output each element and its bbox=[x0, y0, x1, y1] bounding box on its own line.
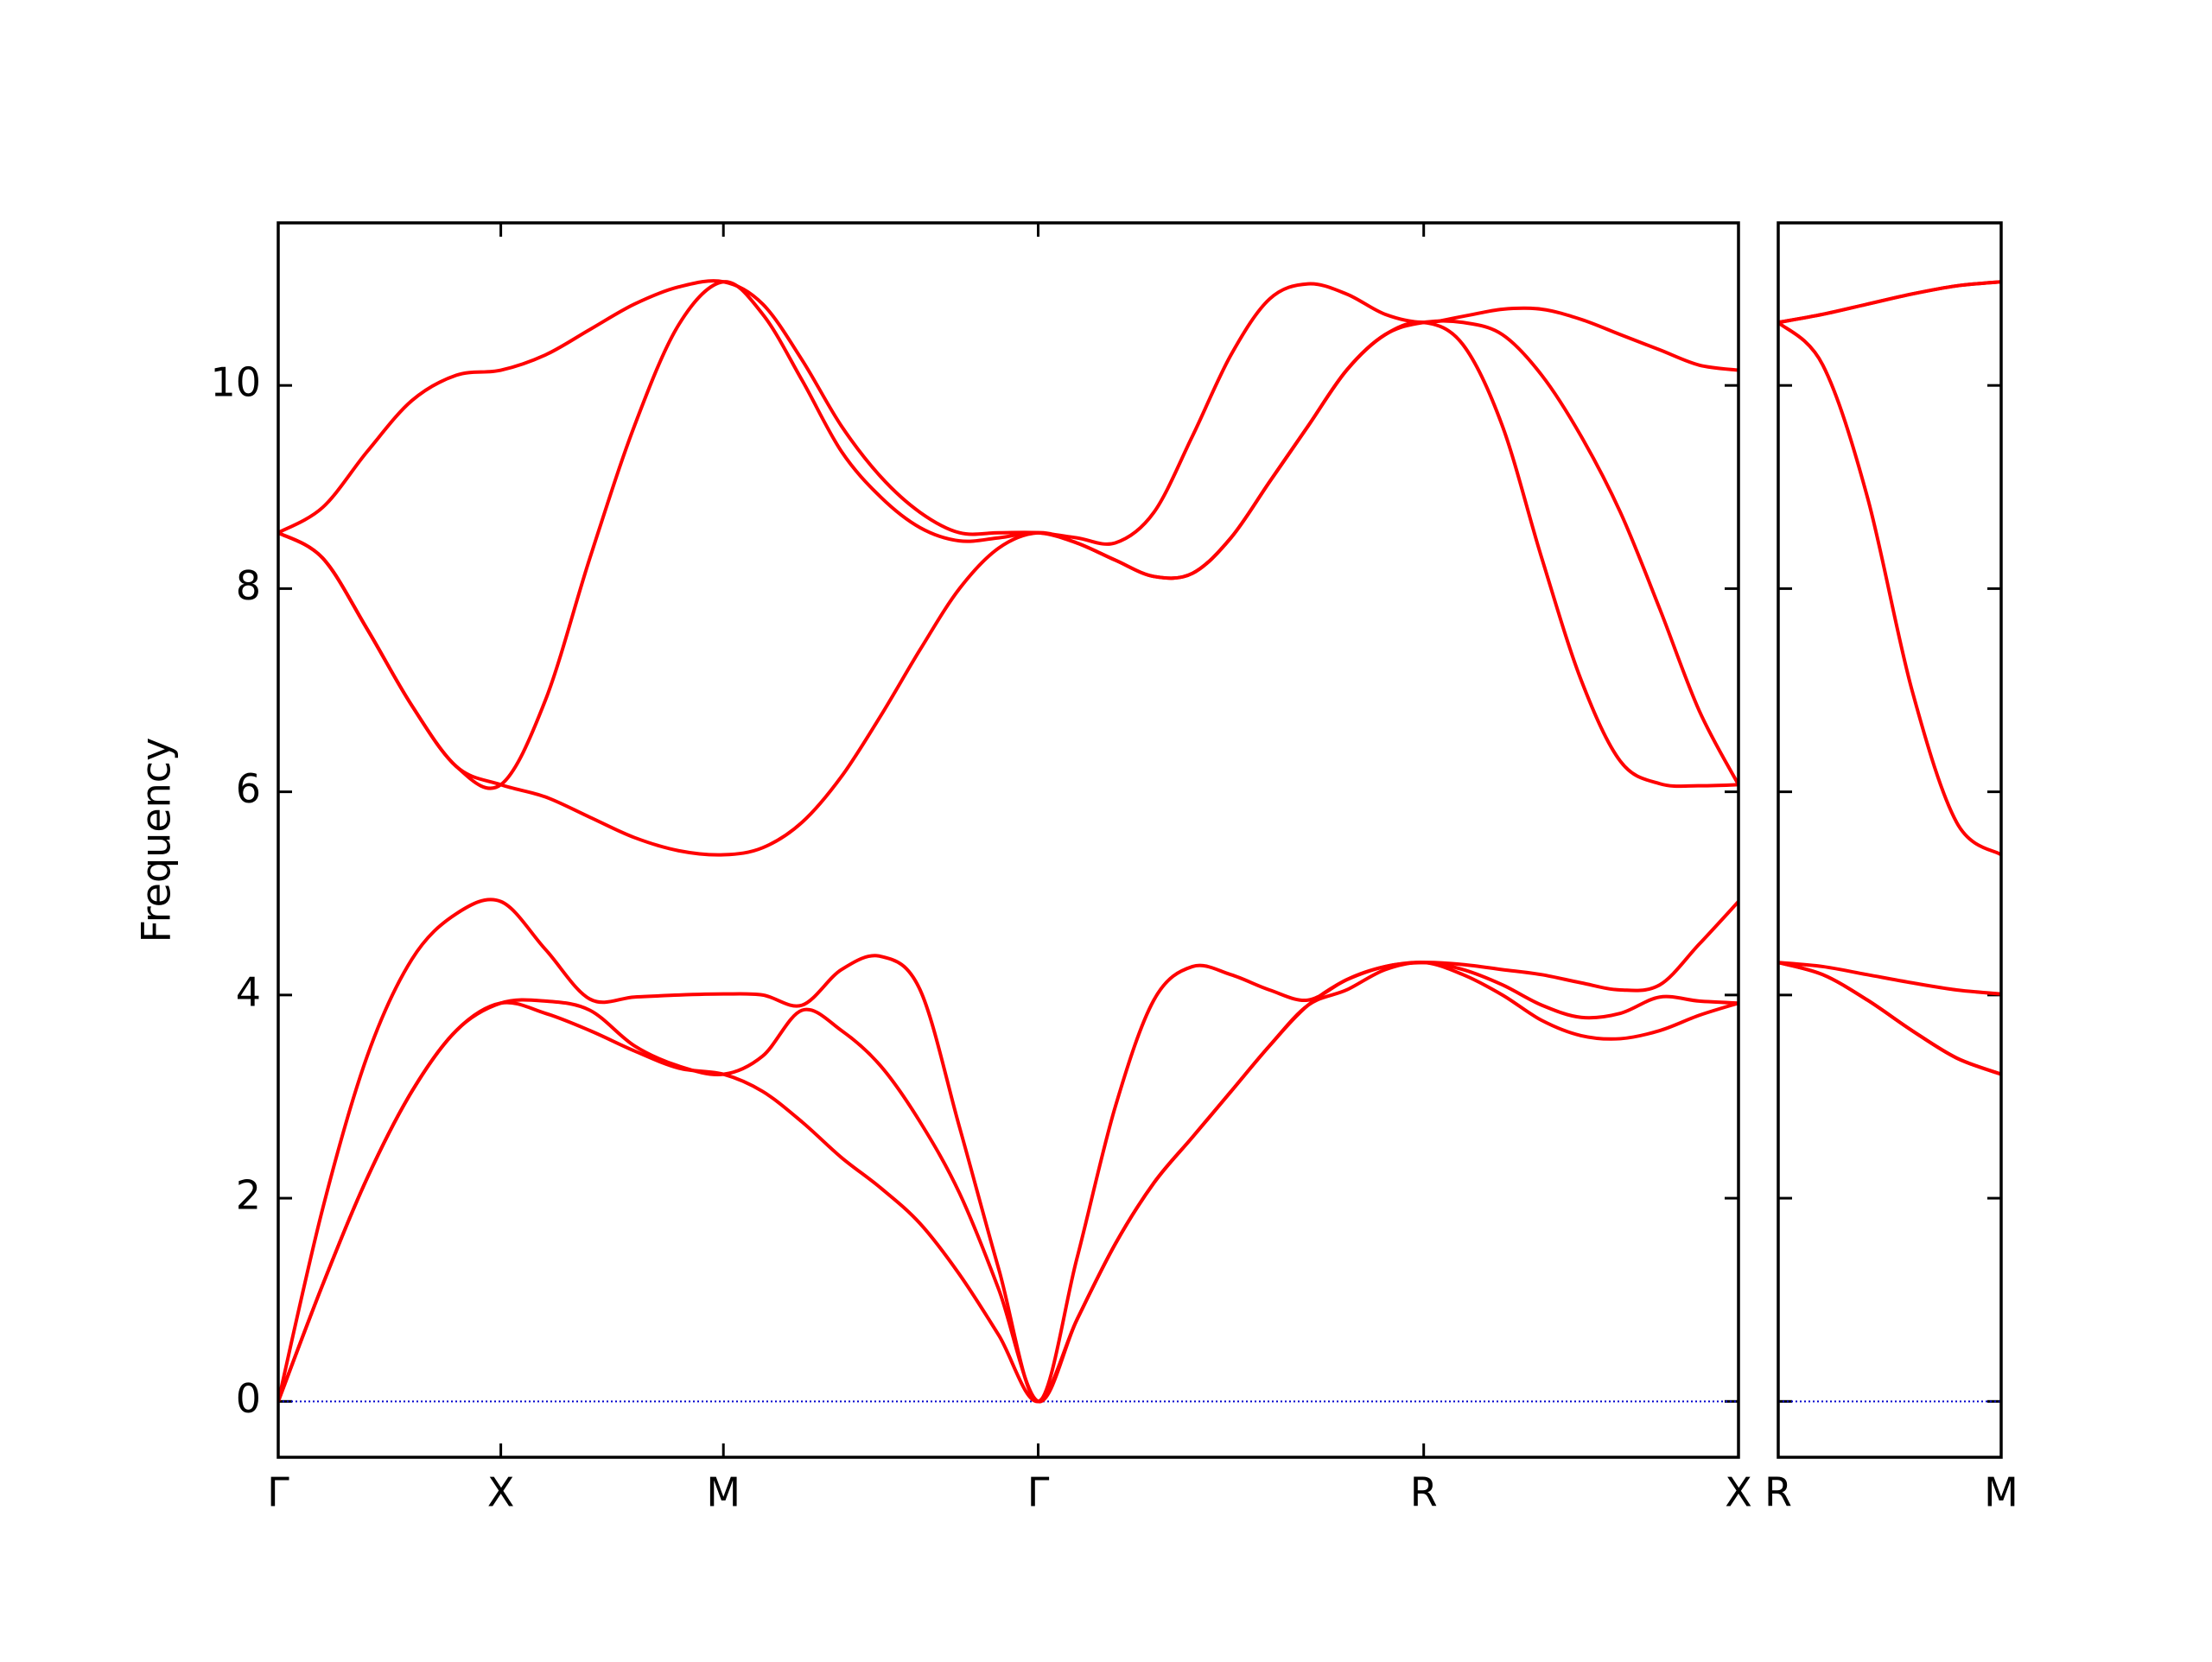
band-line bbox=[278, 280, 1738, 790]
y-tick-label: 0 bbox=[236, 1375, 261, 1422]
y-tick-label: 4 bbox=[236, 968, 261, 1015]
plot-frame bbox=[1777, 221, 2003, 1459]
band-line bbox=[278, 279, 1738, 546]
y-tick-label: 8 bbox=[236, 562, 261, 609]
band-line bbox=[1778, 961, 2001, 996]
x-tick-label: R bbox=[1764, 1469, 1792, 1516]
band-line bbox=[278, 898, 1738, 1404]
series-group bbox=[1778, 280, 2001, 1076]
x-tick-label: Γ bbox=[1027, 1469, 1050, 1516]
x-tick-label: X bbox=[1725, 1469, 1752, 1516]
x-tick-label: M bbox=[1984, 1469, 2018, 1516]
band-line bbox=[1778, 961, 2001, 1076]
y-tick-label: 6 bbox=[236, 765, 261, 812]
plot-frame bbox=[276, 221, 1740, 1459]
x-tick-label: Γ bbox=[267, 1469, 289, 1516]
series-group bbox=[278, 279, 1738, 1404]
y-axis-label: Frequency bbox=[133, 738, 180, 943]
x-tick-label: X bbox=[487, 1469, 515, 1516]
x-tick-label: R bbox=[1410, 1469, 1438, 1516]
band-line bbox=[1778, 320, 2001, 857]
band-line bbox=[1778, 280, 2001, 325]
y-tick-label: 2 bbox=[236, 1172, 261, 1219]
panel: Frequency 0 2 4 6 8 10 Γ X M Γ R X bbox=[133, 221, 1752, 1516]
y-tick-label: 10 bbox=[210, 359, 261, 406]
x-tick-label: M bbox=[706, 1469, 741, 1516]
